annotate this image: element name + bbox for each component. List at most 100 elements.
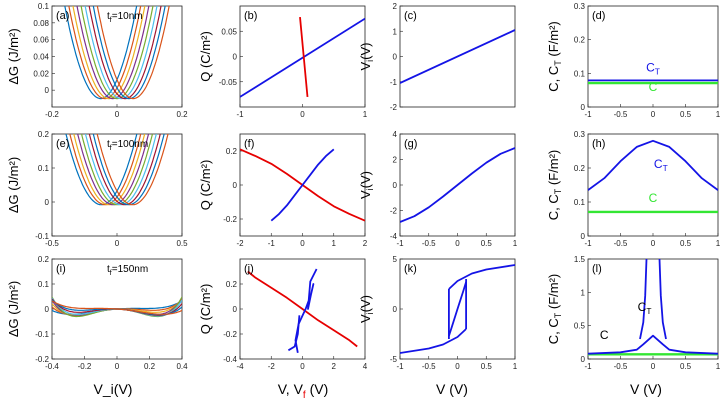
axes-box-h — [587, 133, 719, 237]
plot-area-i — [52, 296, 182, 318]
xtick-label-g: 0.5 — [481, 239, 493, 248]
xtick-label-l: 0 — [651, 362, 656, 371]
xtick-label-k: 0.5 — [481, 362, 493, 371]
ytick-label-j: -0.4 — [223, 355, 237, 364]
thickness-sub-a: f — [110, 17, 112, 24]
ylabel-text-d: C, CT (F/m²) — [546, 21, 563, 91]
curve-a-6 — [88, 6, 162, 100]
thickness-main-e: t — [107, 139, 110, 150]
curve-annotation-l-0: CT — [638, 300, 652, 316]
plot-area-d — [588, 79, 718, 85]
ytick-label-b: -0.05 — [219, 78, 238, 87]
axes-box-l — [587, 258, 719, 360]
panel-label-i: (i) — [56, 263, 66, 275]
axes-box-g — [399, 133, 516, 237]
ytick-label-h: 0.2 — [574, 164, 586, 173]
panel-f: -2 -1 0 1 2 -0.2 0 0.2 Q (C/m²) (f) — [198, 133, 368, 248]
panel-label-b: (b) — [244, 10, 257, 22]
ylabel-l: C, CT (F/m²) — [546, 274, 563, 344]
ytick-label-d: 0.1 — [574, 69, 586, 78]
xlabel-col2-prefix: V, V — [278, 381, 304, 397]
ytick-label-e: 0 — [45, 198, 50, 207]
ytick-label-i: -0.2 — [35, 355, 49, 364]
panel-l: -1 -0.5 0 0.5 100.511.5C, CT (F/m²)(l)CTC — [546, 255, 720, 371]
curve-e-8 — [96, 134, 169, 206]
curve-annotation-h-0-sub: T — [663, 163, 668, 173]
ylabel-text-j: Q (C/m²) — [198, 284, 213, 335]
ylabel-h: C, CT (F/m²) — [546, 150, 563, 220]
panel-h: -1 -0.5 0 0.5 100.10.20.3C, CT (F/m²)(h)CTC — [546, 130, 720, 248]
ylabel-main-d: C, C — [546, 66, 561, 92]
xtick-label-d: -1 — [584, 110, 592, 119]
curve-annotation-d-0-sub: T — [655, 67, 660, 77]
xtick-label-a: 0.2 — [176, 110, 188, 119]
series-f-1 — [270, 148, 335, 222]
ytick-label-h: 0.1 — [574, 198, 586, 207]
curve-annotation-h-1: C — [649, 191, 658, 205]
xtick-label-d: 1 — [716, 110, 720, 119]
ytick-label-g: 4 — [393, 130, 398, 139]
panel-label-l: (l) — [592, 263, 602, 275]
ytick-label-a: 0.08 — [33, 19, 49, 28]
series-l-2 — [639, 259, 648, 340]
ytick-label-e: -0.1 — [35, 232, 49, 241]
panel-label-a: (a) — [56, 10, 69, 22]
ytick-label-l: 0 — [581, 355, 586, 364]
thickness-sub-e: f — [110, 145, 112, 152]
ylabel-a: ΔG (J/m²) — [6, 28, 21, 84]
ylabel-b: Q (C/m²) — [198, 31, 213, 82]
series-c-0 — [400, 29, 515, 84]
ytick-label-g: -2 — [390, 207, 398, 216]
ylabel-c: Vi(V) — [358, 42, 375, 70]
xtick-label-k: 0 — [455, 362, 460, 371]
xlabel-col3: V (V) — [436, 381, 468, 397]
xtick-label-d: 0.5 — [680, 110, 692, 119]
ylabel-sub-l: T — [553, 312, 563, 318]
curve-annotation-d-0: CT — [646, 61, 660, 77]
xtick-label-i: -0.4 — [45, 362, 59, 371]
xtick-label-l: 0.5 — [680, 362, 692, 371]
panel-label-e: (e) — [56, 138, 69, 150]
ytick-label-g: 2 — [393, 156, 398, 165]
thickness-main-i: t — [107, 264, 110, 275]
panel-a: -0.2 0 0.2 0 0.02 0.04 0.06 0.08 0.1 ΔG (J/m²) (a)… — [6, 2, 188, 119]
xtick-label-h: 0 — [651, 239, 656, 248]
curve-i-8 — [52, 300, 182, 315]
series-g-0 — [400, 147, 515, 223]
series-b-1 — [299, 17, 309, 97]
xtick-label-d: -0.5 — [614, 110, 628, 119]
xtick-label-b: 1 — [363, 110, 368, 119]
xtick-label-j: -2 — [268, 362, 276, 371]
ylabel-text-i: ΔG (J/m²) — [6, 281, 21, 337]
ytick-label-g: -4 — [390, 232, 398, 241]
xtick-label-j: -4 — [236, 362, 244, 371]
ytick-label-k: -5 — [390, 355, 398, 364]
xtick-label-i: 0.4 — [176, 362, 188, 371]
thickness-label-a: tf=10nm — [107, 11, 143, 24]
ytick-label-f: 0.2 — [226, 147, 238, 156]
ylabel-main-l: C, C — [546, 318, 561, 344]
xtick-label-h: 1 — [716, 239, 720, 248]
xtick-label-l: -1 — [584, 362, 592, 371]
ylabel-rest-g: (V) — [358, 171, 373, 188]
xtick-label-f: 0 — [300, 239, 305, 248]
thickness-label-i: tf=150nm — [107, 264, 148, 277]
ylabel-text-k: Vi(V) — [358, 295, 375, 323]
plot-area-a — [64, 6, 170, 100]
ylabel-text-l: C, CT (F/m²) — [546, 274, 563, 344]
ylabel-f: Q (C/m²) — [198, 160, 213, 211]
xlabel-col4: V (V) — [630, 381, 662, 397]
xtick-label-i: 0 — [115, 362, 120, 371]
ytick-label-d: 0.2 — [574, 36, 586, 45]
ytick-label-c: -1 — [390, 78, 398, 87]
ytick-label-a: 0.06 — [33, 36, 49, 45]
thickness-rest-a: =10nm — [112, 11, 143, 22]
ytick-label-a: 0.04 — [33, 53, 49, 62]
thickness-sub-i: f — [110, 270, 112, 277]
ytick-label-i: 0.1 — [38, 280, 50, 289]
ytick-label-i: 0 — [45, 305, 50, 314]
panel-label-f: (f) — [244, 138, 254, 150]
xtick-label-h: -0.5 — [614, 239, 628, 248]
plot-area-k — [400, 264, 515, 354]
xtick-label-d: 0 — [651, 110, 656, 119]
